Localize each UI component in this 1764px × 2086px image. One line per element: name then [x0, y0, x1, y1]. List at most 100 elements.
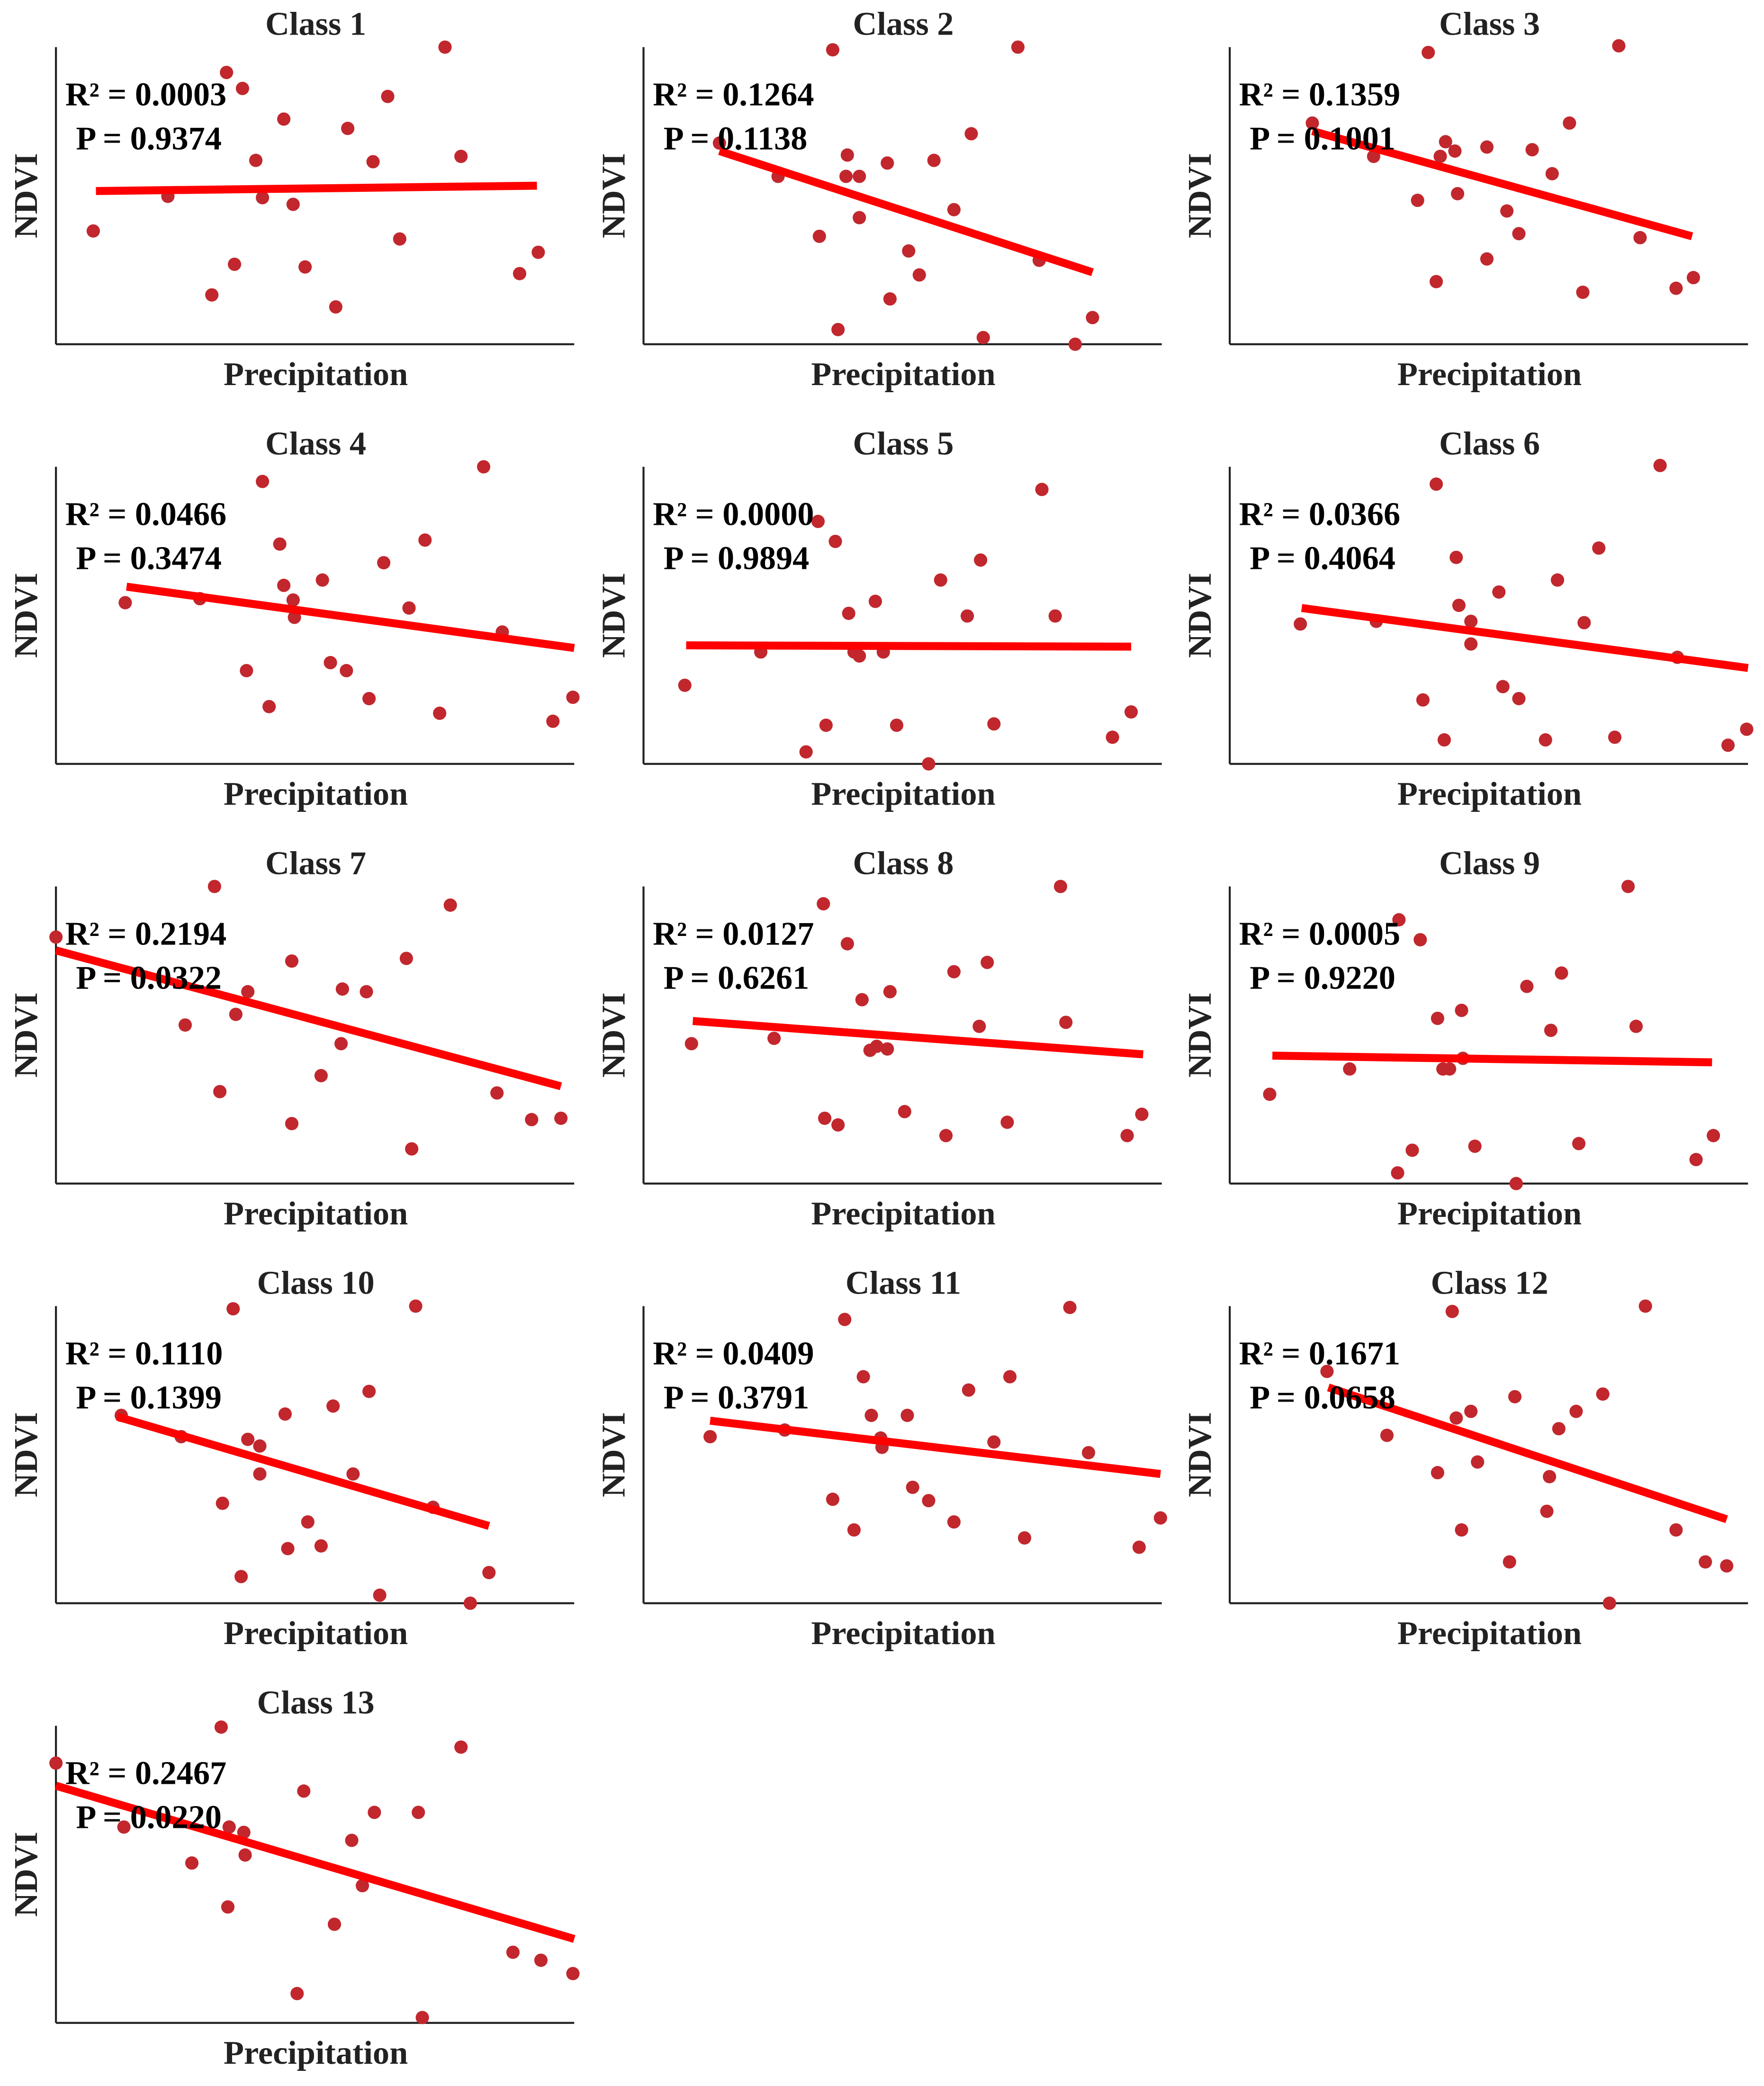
point: [1003, 1370, 1017, 1384]
panel: Class 5 Precipitation NDVI R² = 0.0000 P = 0…: [595, 425, 1162, 812]
point: [1596, 1387, 1610, 1401]
point: [881, 1042, 894, 1056]
point: [220, 65, 234, 80]
point: [1132, 1540, 1146, 1554]
panel-title: Class 12: [1431, 1264, 1548, 1301]
point: [947, 965, 961, 979]
point: [1106, 730, 1119, 744]
point: [1452, 598, 1466, 612]
annotation: P = 0.0220: [76, 1798, 222, 1835]
annotation: R² = 0.0005: [1239, 916, 1400, 953]
point: [1520, 980, 1534, 993]
point: [566, 1967, 580, 1980]
point: [1686, 271, 1700, 285]
point: [234, 1570, 248, 1583]
point: [1035, 483, 1049, 496]
point: [1048, 609, 1062, 623]
point: [1430, 275, 1443, 288]
y-axis-label: NDVI: [1181, 153, 1218, 238]
point: [1544, 1024, 1558, 1037]
point: [207, 880, 221, 893]
panel-title: Class 5: [853, 425, 954, 462]
annotation: P = 0.0322: [76, 959, 222, 996]
point: [1000, 1115, 1014, 1129]
point: [412, 1806, 425, 1819]
point: [1512, 227, 1526, 241]
point: [1464, 637, 1478, 651]
panel: Class 2 Precipitation NDVI R² = 0.1264 P = 0…: [595, 5, 1162, 393]
point: [1086, 311, 1099, 324]
point: [826, 43, 839, 57]
point: [934, 573, 947, 587]
point: [1448, 144, 1462, 158]
annotation: R² = 0.1359: [1239, 76, 1400, 113]
annotation: R² = 0.2467: [65, 1755, 226, 1792]
point: [326, 1399, 340, 1413]
fit-line: [1327, 1384, 1728, 1523]
panel-title: Class 11: [846, 1264, 961, 1301]
point: [345, 1834, 359, 1847]
point: [324, 656, 337, 670]
point: [1053, 880, 1067, 893]
point: [256, 475, 270, 488]
x-axis-label: Precipitation: [224, 1195, 408, 1232]
point: [1437, 733, 1451, 747]
annotation: P = 0.6261: [664, 959, 810, 996]
y-axis-label: NDVI: [1181, 992, 1218, 1078]
point: [405, 1142, 419, 1156]
panel-title: Class 3: [1439, 5, 1540, 42]
point: [1451, 187, 1465, 200]
annotation: R² = 0.0000: [653, 496, 814, 533]
point: [262, 700, 276, 713]
y-axis-label: NDVI: [1181, 1412, 1218, 1497]
annotation: R² = 0.0409: [653, 1335, 814, 1372]
point: [1669, 281, 1683, 295]
point: [118, 596, 132, 610]
point: [229, 1007, 243, 1021]
panel: Class 9 Precipitation NDVI R² = 0.0005 P = 0…: [1181, 845, 1748, 1232]
point: [853, 170, 866, 183]
panel-title: Class 8: [853, 845, 954, 881]
point: [1720, 1559, 1734, 1573]
point: [1431, 1011, 1444, 1025]
point: [1153, 1511, 1167, 1525]
panel: Class 1 Precipitation NDVI R² = 0.0003 P = 0…: [8, 5, 575, 393]
fit-line: [126, 583, 575, 652]
point: [1380, 1429, 1394, 1442]
annotation: P = 0.9374: [76, 120, 222, 157]
point: [373, 1588, 387, 1602]
point: [409, 1299, 423, 1313]
panel-title: Class 6: [1439, 425, 1540, 462]
point: [381, 90, 395, 103]
point: [393, 232, 406, 246]
annotation: P = 0.4064: [1250, 539, 1395, 576]
point: [1471, 1455, 1485, 1469]
point: [1449, 550, 1463, 564]
point: [1555, 966, 1568, 980]
point: [1294, 617, 1307, 631]
point: [840, 148, 854, 162]
point: [554, 1111, 568, 1125]
point: [1496, 680, 1510, 693]
point: [253, 1467, 267, 1481]
point: [1445, 1304, 1459, 1318]
point: [987, 717, 1001, 731]
fit-line: [686, 641, 1131, 651]
point: [1572, 1137, 1586, 1151]
point: [454, 1740, 468, 1754]
fit-line: [692, 1017, 1143, 1059]
point: [678, 678, 692, 692]
point: [847, 1523, 861, 1537]
point: [286, 198, 300, 211]
point: [513, 267, 527, 280]
point: [890, 719, 904, 732]
point: [281, 1542, 295, 1556]
point: [1608, 730, 1622, 744]
y-axis-label: NDVI: [595, 153, 632, 238]
fit-line: [1311, 127, 1693, 241]
point: [366, 155, 380, 169]
point: [297, 1784, 311, 1798]
point: [831, 1118, 845, 1132]
point: [525, 1113, 539, 1126]
x-axis-label: Precipitation: [224, 775, 408, 812]
